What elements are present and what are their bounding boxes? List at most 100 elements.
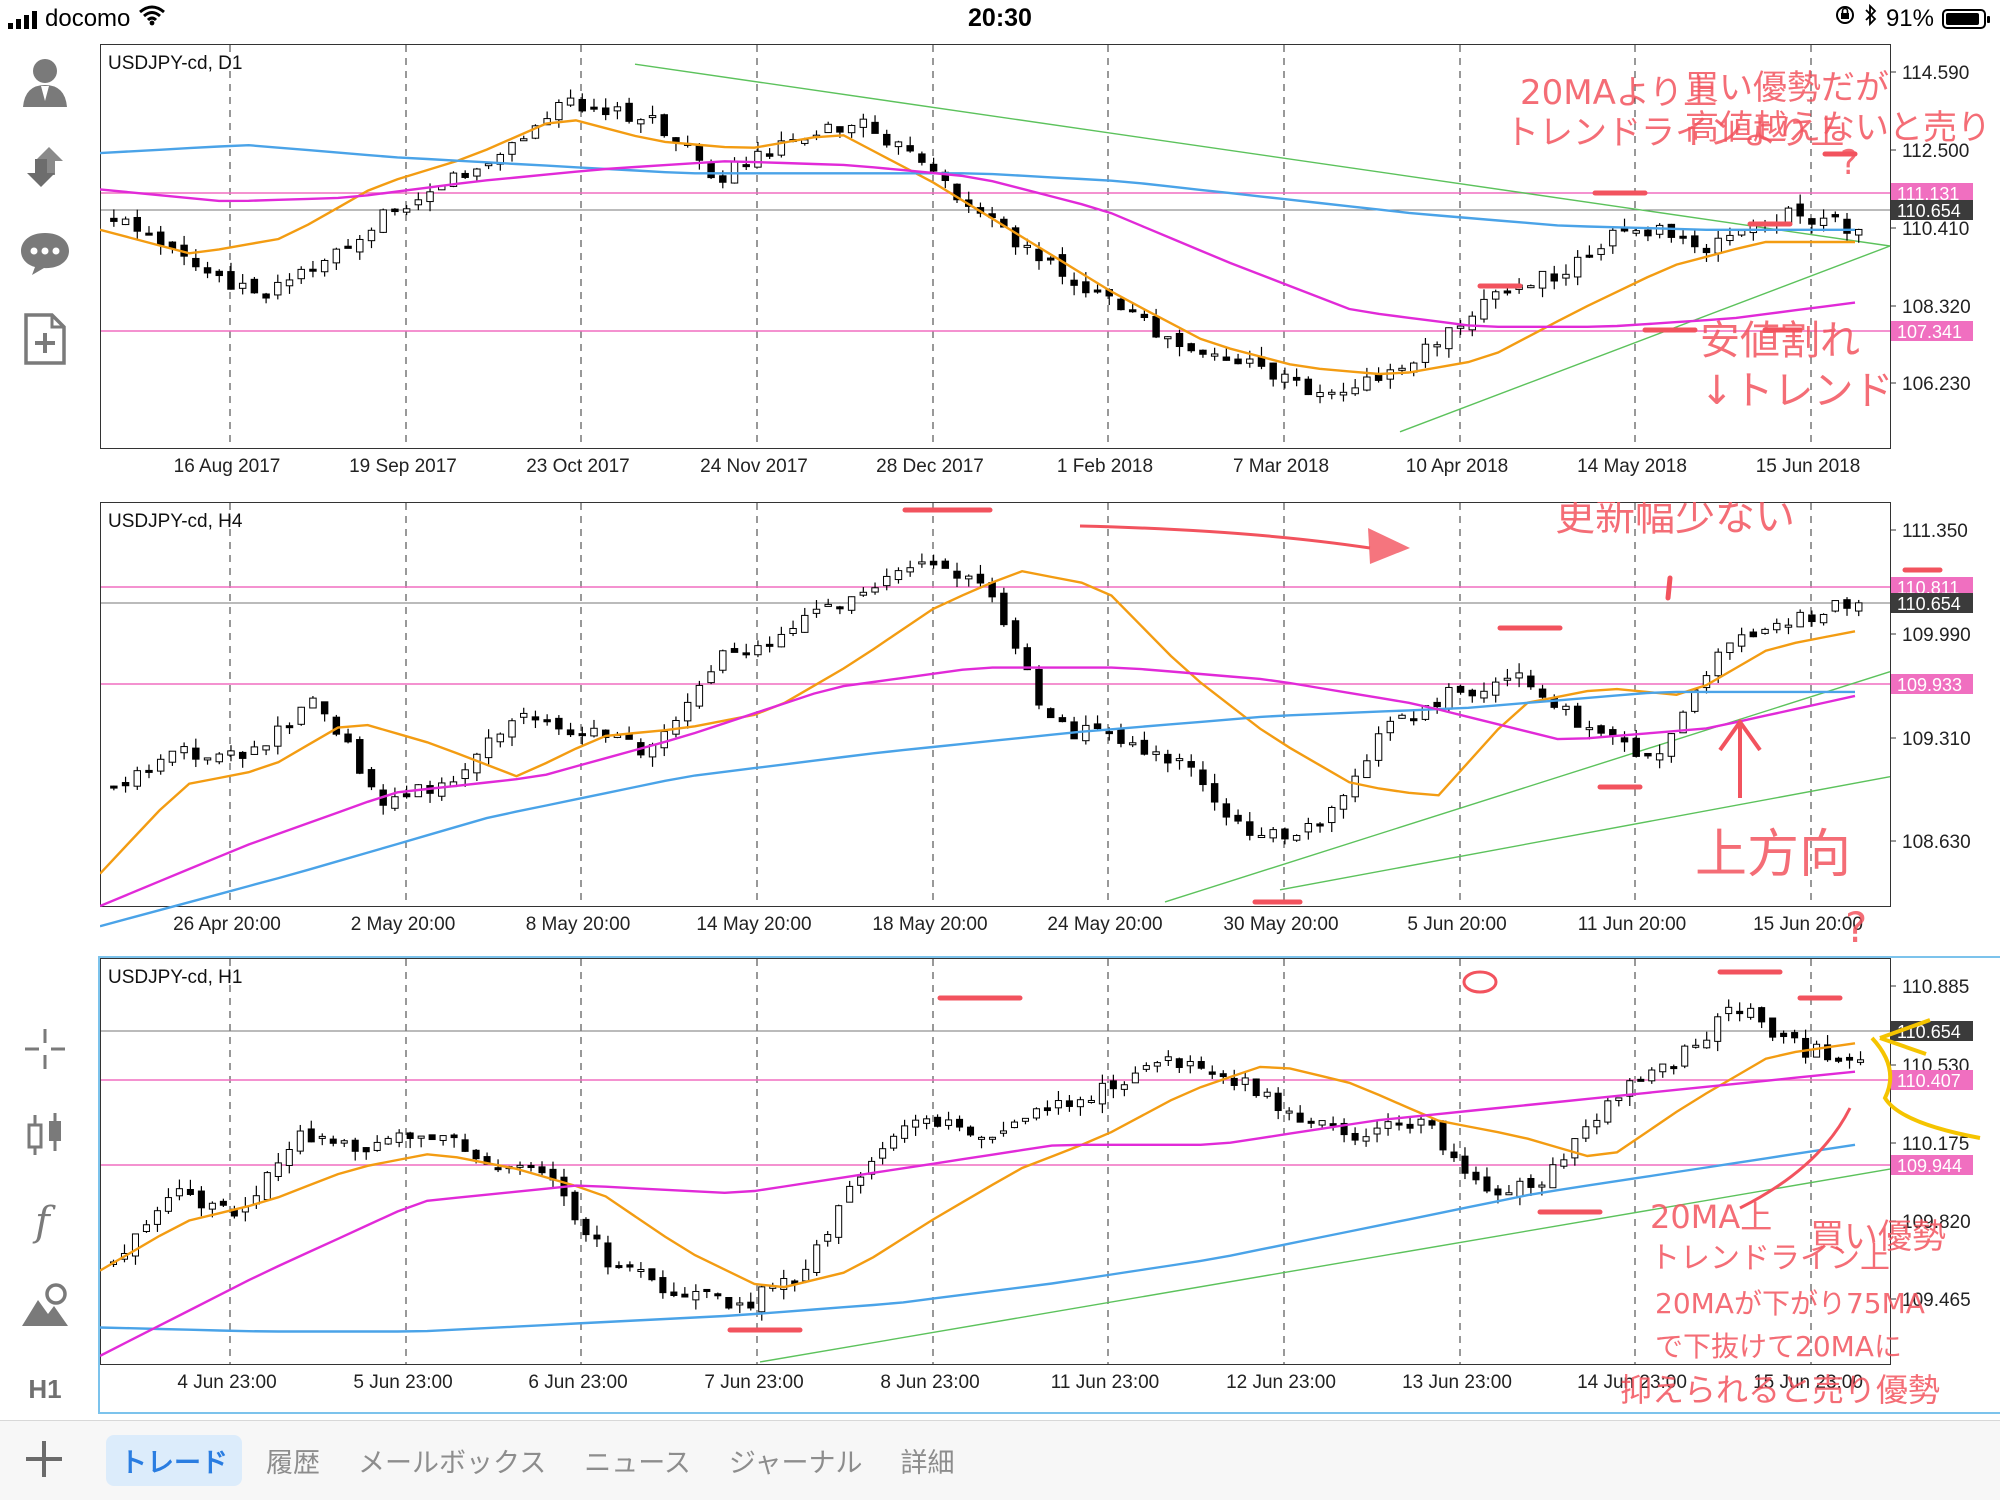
candle: [1281, 827, 1289, 845]
trend-line[interactable]: [1164, 671, 1891, 903]
handwritten-annotation: ?: [1840, 143, 1858, 183]
candle: [846, 1180, 854, 1203]
candle: [164, 1188, 172, 1214]
candle: [332, 247, 341, 270]
candle: [1152, 745, 1160, 762]
candle: [1749, 628, 1758, 638]
account-icon[interactable]: [16, 52, 74, 110]
candlestick-icon[interactable]: [16, 1106, 74, 1164]
new-order-icon[interactable]: [16, 310, 74, 368]
chart-panel-h4[interactable]: 26 Apr 20:00 2 May 20:00 8 May 20:00 14 May…: [100, 502, 2000, 954]
candle: [836, 605, 844, 615]
timeframe-button[interactable]: H1: [28, 1373, 62, 1404]
x-tick-label: 12 Jun 23:00: [1226, 1372, 1336, 1393]
chat-icon[interactable]: [16, 224, 74, 282]
crosshair-icon[interactable]: [16, 1020, 74, 1078]
tab-4[interactable]: ジャーナル: [728, 1448, 863, 1478]
candle: [1491, 289, 1500, 309]
candle: [263, 1171, 271, 1202]
candle: [571, 1190, 579, 1225]
objects-icon[interactable]: [16, 1276, 74, 1334]
candle: [1527, 284, 1535, 289]
candle: [988, 1136, 997, 1144]
candle: [1058, 247, 1067, 285]
candle: [121, 216, 130, 226]
x-tick-label: 14 May 20:00: [696, 914, 811, 935]
add-icon[interactable]: [20, 1435, 68, 1483]
candle: [1831, 600, 1840, 613]
candle: [428, 1134, 436, 1141]
candle: [637, 1262, 645, 1278]
trend-line[interactable]: [1279, 776, 1891, 891]
chart-panel-d1[interactable]: 16 Aug 2017 19 Sep 2017 23 Oct 2017 24 Nov …: [100, 44, 2000, 496]
candle: [1234, 353, 1242, 365]
chart-panel-h1[interactable]: 4 Jun 23:00 5 Jun 23:00 6 Jun 23:00 7 Jun 2…: [98, 956, 2000, 1414]
candle: [1428, 1118, 1436, 1130]
candle: [1222, 798, 1231, 826]
candle: [953, 562, 961, 588]
candle: [297, 266, 305, 284]
candle: [1637, 1076, 1645, 1082]
candle: [1737, 627, 1746, 653]
candle: [847, 124, 856, 138]
y-tick-label: 110.410: [1902, 219, 1969, 240]
candle: [1316, 822, 1324, 833]
candle: [1304, 817, 1313, 840]
candle: [659, 1270, 667, 1299]
candle: [1445, 327, 1453, 358]
candle: [1679, 229, 1687, 245]
candle: [274, 716, 282, 755]
candle: [1585, 720, 1594, 740]
candle: [859, 113, 868, 138]
tab-list: トレード 履歴 メールボックス ニュース ジャーナル 詳細: [106, 1435, 979, 1486]
trend-line[interactable]: [759, 1168, 1891, 1363]
tab-2[interactable]: メールボックス: [358, 1448, 547, 1478]
candle: [1835, 1056, 1843, 1064]
candle: [1058, 714, 1067, 723]
chart-symbol-title: USDJPY-cd, H4: [108, 511, 243, 532]
candle: [1550, 265, 1558, 290]
candle: [285, 722, 294, 735]
candle: [1538, 270, 1547, 298]
candle: [1210, 773, 1219, 811]
candle: [1164, 1050, 1172, 1066]
tab-3[interactable]: ニュース: [584, 1448, 691, 1478]
tab-1[interactable]: 履歴: [266, 1448, 320, 1478]
candle: [692, 1284, 700, 1310]
y-tick-label: 109.465: [1902, 1290, 1971, 1311]
candle: [1468, 311, 1476, 337]
candle: [351, 1137, 359, 1161]
x-tick-label: 1 Feb 2018: [1057, 456, 1153, 477]
candle: [1241, 1072, 1249, 1092]
bluetooth-icon: [1864, 3, 1878, 33]
candle: [250, 740, 259, 755]
candle: [1175, 329, 1184, 357]
candle: [1573, 702, 1582, 728]
candle: [1667, 223, 1676, 243]
candle: [1691, 229, 1699, 254]
chart-svg: 26 Apr 20:00 2 May 20:00 8 May 20:00 14 May…: [100, 502, 1973, 952]
candle: [1843, 212, 1851, 241]
x-tick-label: 7 Jun 23:00: [704, 1372, 803, 1393]
candle: [566, 722, 575, 738]
candle: [285, 1141, 293, 1174]
tab-0[interactable]: トレード: [106, 1435, 242, 1486]
trend-line[interactable]: [1399, 245, 1891, 433]
candle: [703, 1288, 711, 1299]
x-tick-label: 30 May 20:00: [1223, 914, 1338, 935]
indicator-function-icon[interactable]: f: [16, 1192, 74, 1250]
wifi-icon: [138, 4, 166, 33]
candle: [1351, 1127, 1359, 1146]
candle: [344, 239, 352, 249]
candle: [604, 1235, 612, 1275]
candle: [1252, 1078, 1260, 1098]
candle: [648, 1268, 656, 1282]
candle: [1386, 716, 1395, 741]
tab-5[interactable]: 詳細: [900, 1448, 955, 1478]
trend-line[interactable]: [634, 63, 1891, 247]
plot-frame: [100, 44, 1891, 449]
trade-arrows-icon[interactable]: [16, 138, 74, 196]
handwritten-annotation: 高値越えないと売り: [1685, 108, 1991, 148]
handwritten-annotation: 安値割れ: [1700, 318, 1860, 364]
y-tick-label: 111.350: [1902, 521, 1968, 542]
